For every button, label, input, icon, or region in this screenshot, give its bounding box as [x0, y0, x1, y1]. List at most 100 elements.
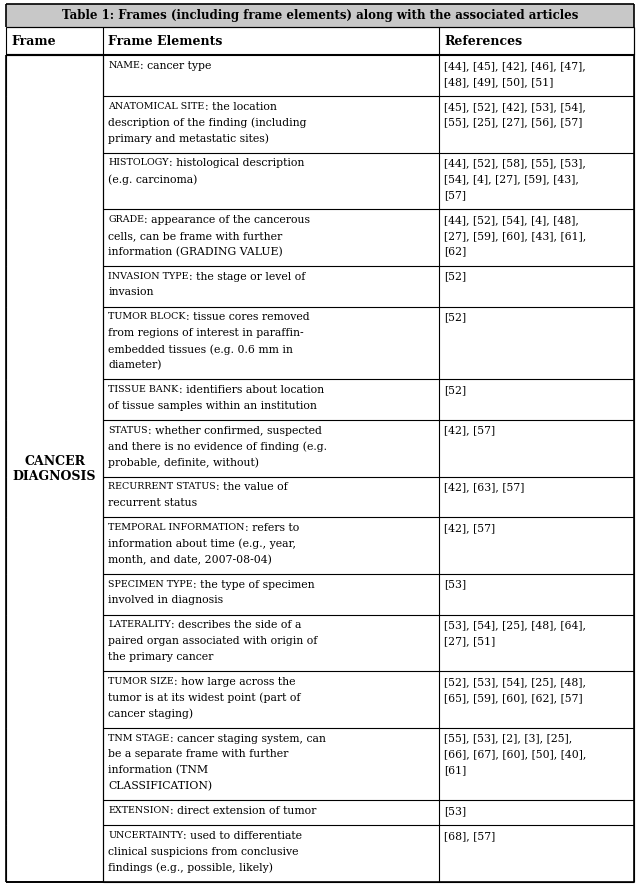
Text: EXTENSION: EXTENSION [108, 806, 170, 815]
Bar [6, 4, 634, 27]
Bar [6, 266, 634, 307]
Text: be a separate frame with further: be a separate frame with further [108, 750, 289, 759]
Text: TUMOR SIZE: TUMOR SIZE [108, 677, 174, 686]
Text: [44], [45], [42], [46], [47],: [44], [45], [42], [46], [47], [444, 61, 586, 71]
Text: probable, definite, without): probable, definite, without) [108, 457, 259, 468]
Text: : identifiers about location: : identifiers about location [179, 385, 324, 395]
Text: Frame Elements: Frame Elements [108, 35, 223, 48]
Text: diameter): diameter) [108, 360, 162, 370]
Bar [6, 615, 634, 672]
Text: : appearance of the cancerous: : appearance of the cancerous [145, 215, 310, 225]
Text: Table 1: Frames (including frame elements) along with the associated articles: Table 1: Frames (including frame element… [62, 9, 578, 22]
Bar [6, 379, 634, 420]
Text: the primary cancer: the primary cancer [108, 652, 214, 662]
Text: : the type of specimen: : the type of specimen [193, 579, 315, 590]
Bar [6, 27, 634, 55]
Bar [6, 826, 634, 882]
Text: : describes the side of a: : describes the side of a [171, 620, 301, 631]
Text: : the stage or level of: : the stage or level of [189, 272, 305, 282]
Text: CANCER
DIAGNOSIS: CANCER DIAGNOSIS [13, 455, 97, 483]
Text: [54], [4], [27], [59], [43],: [54], [4], [27], [59], [43], [444, 175, 579, 184]
Text: [48], [49], [50], [51]: [48], [49], [50], [51] [444, 77, 554, 87]
Text: [55], [25], [27], [56], [57]: [55], [25], [27], [56], [57] [444, 118, 582, 128]
Text: RECURRENT STATUS: RECURRENT STATUS [108, 482, 216, 491]
Text: [44], [52], [58], [55], [53],: [44], [52], [58], [55], [53], [444, 159, 586, 168]
Text: INVASION TYPE: INVASION TYPE [108, 272, 189, 281]
Text: TEMPORAL INFORMATION: TEMPORAL INFORMATION [108, 523, 245, 532]
Text: CLASSIFICATION): CLASSIFICATION) [108, 781, 212, 791]
Text: [52]: [52] [444, 313, 467, 323]
Text: : the value of: : the value of [216, 482, 288, 493]
Bar [6, 97, 634, 152]
Text: HISTOLOGY: HISTOLOGY [108, 159, 169, 167]
Text: [27], [51]: [27], [51] [444, 636, 495, 646]
Bar [6, 55, 634, 97]
Text: [42], [63], [57]: [42], [63], [57] [444, 482, 525, 493]
Text: NAME: NAME [108, 61, 140, 70]
Text: [42], [57]: [42], [57] [444, 523, 495, 533]
Text: from regions of interest in paraffin-: from regions of interest in paraffin- [108, 328, 304, 338]
Text: [27], [59], [60], [43], [61],: [27], [59], [60], [43], [61], [444, 230, 587, 241]
Text: [53], [54], [25], [48], [64],: [53], [54], [25], [48], [64], [444, 620, 586, 631]
Bar [6, 307, 634, 379]
Bar [6, 800, 634, 826]
Text: information about time (e.g., year,: information about time (e.g., year, [108, 539, 296, 549]
Text: involved in diagnosis: involved in diagnosis [108, 595, 223, 605]
Text: References: References [444, 35, 522, 48]
Text: : tissue cores removed: : tissue cores removed [186, 313, 310, 323]
Text: [62]: [62] [444, 246, 467, 257]
Text: STATUS: STATUS [108, 425, 148, 435]
Text: clinical suspicions from conclusive: clinical suspicions from conclusive [108, 847, 299, 857]
Text: embedded tissues (e.g. 0.6 mm in: embedded tissues (e.g. 0.6 mm in [108, 344, 293, 354]
Text: : whether confirmed, suspected: : whether confirmed, suspected [148, 425, 322, 436]
Bar [6, 728, 634, 800]
Bar [6, 672, 634, 728]
Bar [6, 517, 634, 574]
Text: cancer staging): cancer staging) [108, 709, 193, 719]
Text: [52]: [52] [444, 272, 467, 282]
Text: TUMOR BLOCK: TUMOR BLOCK [108, 313, 186, 322]
Text: information (GRADING VALUE): information (GRADING VALUE) [108, 246, 283, 257]
Text: paired organ associated with origin of: paired organ associated with origin of [108, 636, 317, 646]
Text: tumor is at its widest point (part of: tumor is at its widest point (part of [108, 693, 301, 703]
Text: : refers to: : refers to [245, 523, 299, 533]
Text: (e.g. carcinoma): (e.g. carcinoma) [108, 175, 198, 185]
Text: invasion: invasion [108, 287, 154, 298]
Text: : histological description: : histological description [169, 159, 304, 168]
Text: findings (e.g., possible, likely): findings (e.g., possible, likely) [108, 863, 273, 873]
Text: : cancer staging system, can: : cancer staging system, can [170, 734, 326, 743]
Text: [42], [57]: [42], [57] [444, 425, 495, 436]
Text: [53]: [53] [444, 579, 467, 590]
Text: of tissue samples within an institution: of tissue samples within an institution [108, 400, 317, 410]
Text: information (TNM: information (TNM [108, 766, 209, 775]
Text: recurrent status: recurrent status [108, 498, 198, 508]
Text: : direct extension of tumor: : direct extension of tumor [170, 806, 316, 816]
Text: [45], [52], [42], [53], [54],: [45], [52], [42], [53], [54], [444, 102, 586, 112]
Text: [65], [59], [60], [62], [57]: [65], [59], [60], [62], [57] [444, 693, 583, 703]
Bar [6, 574, 634, 615]
Text: GRADE: GRADE [108, 215, 145, 224]
Text: : the location: : the location [205, 102, 276, 112]
Text: [52], [53], [54], [25], [48],: [52], [53], [54], [25], [48], [444, 677, 586, 687]
Text: cells, can be frame with further: cells, can be frame with further [108, 230, 283, 241]
Bar [6, 420, 634, 477]
Text: month, and date, 2007-08-04): month, and date, 2007-08-04) [108, 555, 272, 565]
Text: TNM STAGE: TNM STAGE [108, 734, 170, 742]
Text: Frame: Frame [11, 35, 56, 48]
Text: [53]: [53] [444, 806, 467, 816]
Text: SPECIMEN TYPE: SPECIMEN TYPE [108, 579, 193, 588]
Text: TISSUE BANK: TISSUE BANK [108, 385, 179, 393]
Bar [6, 209, 634, 266]
Text: and there is no evidence of finding (e.g.: and there is no evidence of finding (e.g… [108, 441, 327, 452]
Text: [68], [57]: [68], [57] [444, 831, 495, 841]
Text: primary and metastatic sites): primary and metastatic sites) [108, 134, 269, 144]
Text: [55], [53], [2], [3], [25],: [55], [53], [2], [3], [25], [444, 734, 573, 743]
Text: UNCERTAINTY: UNCERTAINTY [108, 831, 183, 840]
Text: ANATOMICAL SITE: ANATOMICAL SITE [108, 102, 205, 111]
Text: [44], [52], [54], [4], [48],: [44], [52], [54], [4], [48], [444, 215, 579, 225]
Text: description of the finding (including: description of the finding (including [108, 118, 307, 128]
Bar [6, 477, 634, 517]
Text: [52]: [52] [444, 385, 467, 395]
Text: LATERALITY: LATERALITY [108, 620, 171, 629]
Text: [57]: [57] [444, 190, 467, 200]
